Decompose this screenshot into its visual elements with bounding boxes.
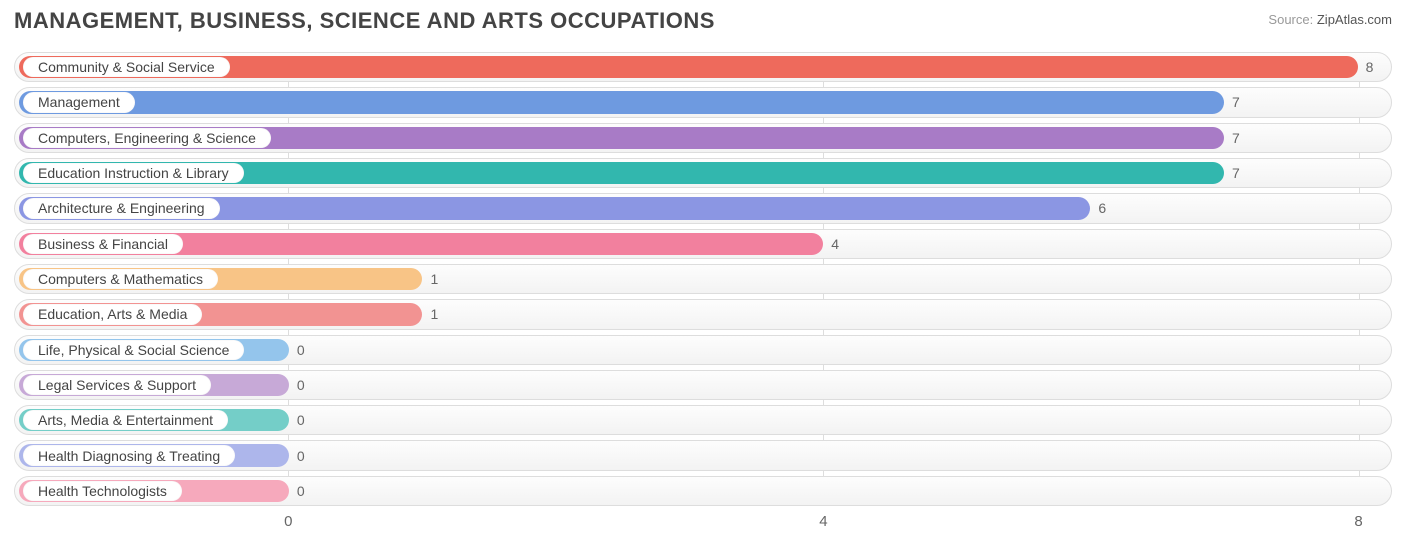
bar-value-label: 1 [422,265,438,293]
bar-value-label: 0 [289,371,305,399]
bar-category-label: Architecture & Engineering [23,198,220,218]
bar-category-label: Health Technologists [23,481,182,501]
source-label: Source: [1268,12,1313,27]
chart-header: MANAGEMENT, BUSINESS, SCIENCE AND ARTS O… [14,8,1392,34]
bar-row: Life, Physical & Social Science 0 [14,335,1392,365]
bar-value-label: 4 [823,230,839,258]
bar-row: Health Technologists 0 [14,476,1392,506]
bar-value-label: 6 [1090,194,1106,222]
bar-category-label: Computers & Mathematics [23,269,218,289]
bar-row: Architecture & Engineering 6 [14,193,1392,223]
bar-row: Computers & Mathematics 1 [14,264,1392,294]
bar-category-label: Business & Financial [23,234,183,254]
bar-category-label: Education Instruction & Library [23,163,244,183]
chart-title: MANAGEMENT, BUSINESS, SCIENCE AND ARTS O… [14,8,715,34]
bar-fill [19,91,1224,113]
bar-value-label: 7 [1224,124,1240,152]
bar-row: Arts, Media & Entertainment 0 [14,405,1392,435]
plot-area: Community & Social Service8Management7Co… [14,52,1392,530]
bar-row: Computers, Engineering & Science 7 [14,123,1392,153]
bar-category-label: Education, Arts & Media [23,304,202,324]
bar-value-label: 0 [289,441,305,469]
bar-row: Management 7 [14,87,1392,117]
x-tick-label: 0 [284,513,292,530]
bar-value-label: 0 [289,477,305,505]
chart-source: Source: ZipAtlas.com [1268,12,1392,27]
bar-value-label: 0 [289,336,305,364]
bar-category-label: Legal Services & Support [23,375,211,395]
bar-row: Legal Services & Support 0 [14,370,1392,400]
bar-row: Business & Financial 4 [14,229,1392,259]
bar-row: Education, Arts & Media 1 [14,299,1392,329]
source-name: ZipAtlas.com [1317,12,1392,27]
bar-category-label: Management [23,92,135,112]
chart-container: MANAGEMENT, BUSINESS, SCIENCE AND ARTS O… [0,0,1406,558]
x-axis: 0 4 8 [14,508,1392,530]
bar-category-label: Health Diagnosing & Treating [23,445,235,465]
bar-row: Community & Social Service 8 [14,52,1392,82]
bar-value-label: 8 [1358,53,1374,81]
bar-row: Education Instruction & Library 7 [14,158,1392,188]
bar-category-label: Arts, Media & Entertainment [23,410,228,430]
bar-value-label: 7 [1224,88,1240,116]
bar-category-label: Life, Physical & Social Science [23,340,244,360]
bar-row: Health Diagnosing & Treating 0 [14,440,1392,470]
bar-value-label: 7 [1224,159,1240,187]
x-tick-label: 8 [1354,513,1362,530]
bar-rows: Community & Social Service8Management7Co… [14,52,1392,506]
bar-value-label: 1 [422,300,438,328]
bar-category-label: Computers, Engineering & Science [23,128,271,148]
bar-category-label: Community & Social Service [23,57,230,77]
x-tick-label: 4 [819,513,827,530]
bar-value-label: 0 [289,406,305,434]
